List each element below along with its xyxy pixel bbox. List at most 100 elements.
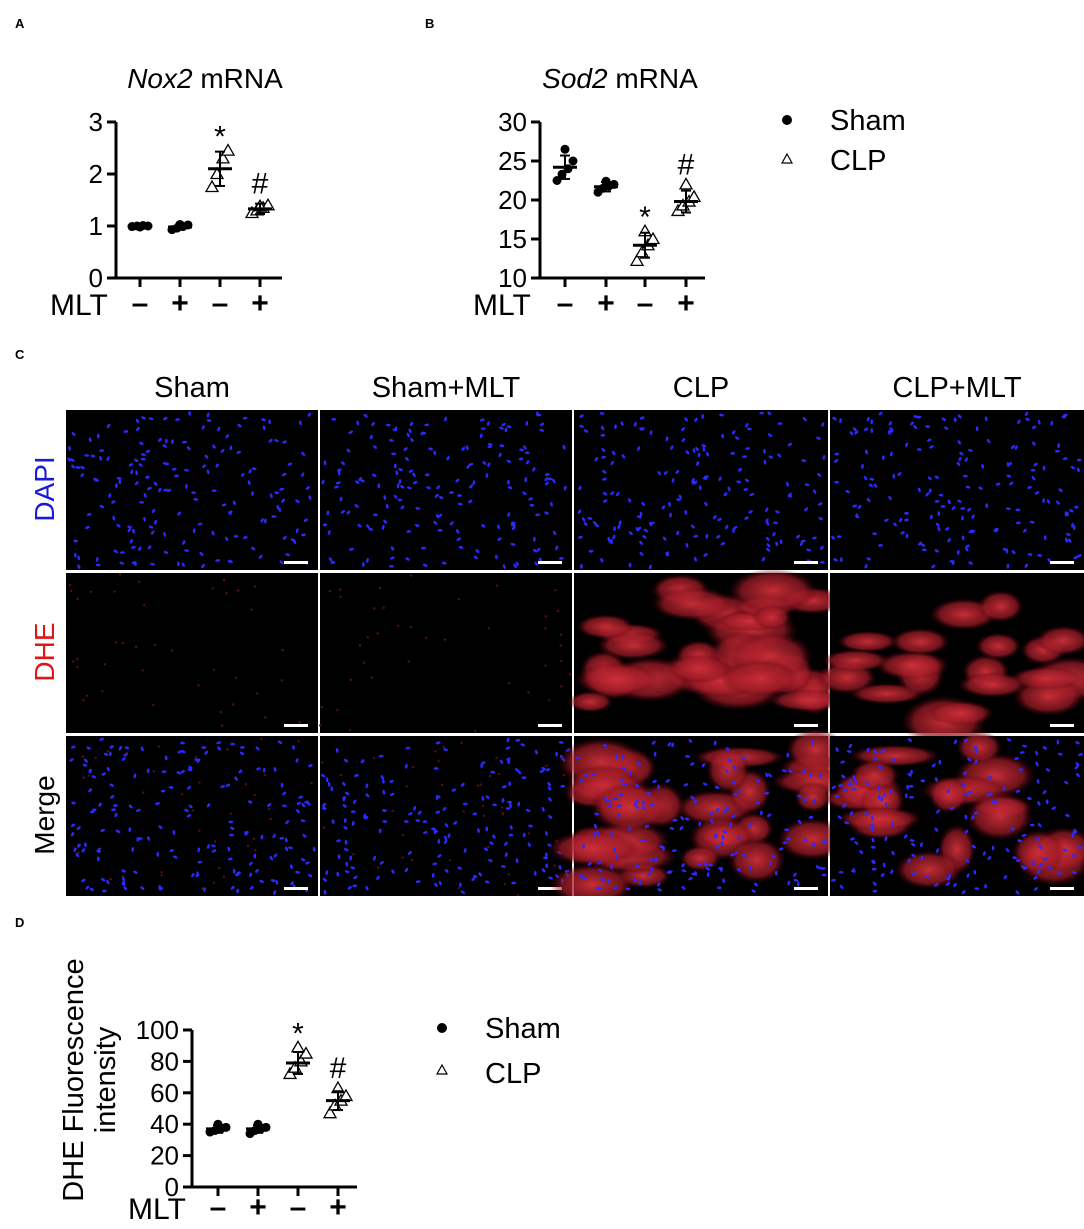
nucleus: [127, 525, 132, 529]
nucleus: [925, 492, 930, 497]
dhe-speck: [252, 837, 256, 840]
dhe-speck: [321, 761, 324, 764]
nucleus: [325, 870, 329, 876]
dhe-speck: [234, 676, 238, 680]
nucleus: [702, 446, 706, 452]
nucleus: [77, 564, 81, 569]
nucleus: [510, 542, 516, 546]
nucleus: [485, 473, 489, 478]
y-tick-label: 2: [89, 159, 103, 189]
nucleus: [706, 872, 710, 877]
nucleus: [934, 500, 940, 503]
nucleus: [738, 788, 743, 793]
nucleus: [177, 511, 182, 516]
nucleus: [146, 768, 150, 774]
nucleus: [344, 870, 350, 874]
nucleus: [382, 809, 387, 812]
nucleus: [1023, 528, 1027, 533]
nucleus: [274, 491, 280, 495]
nucleus: [321, 479, 325, 485]
nucleus: [156, 852, 160, 857]
nucleus: [173, 855, 178, 859]
nucleus: [481, 796, 485, 801]
dhe-speck: [339, 588, 342, 591]
nucleus: [382, 820, 388, 823]
nucleus: [96, 850, 102, 853]
nucleus: [872, 889, 878, 893]
nucleus: [732, 430, 736, 435]
dhe-speck: [378, 586, 382, 590]
nucleus: [422, 820, 428, 823]
nucleus: [1005, 548, 1009, 554]
nucleus: [158, 487, 162, 493]
dhe-speck: [489, 774, 492, 778]
dhe-speck: [197, 684, 200, 687]
nucleus: [461, 446, 466, 451]
dhe-speck: [553, 864, 556, 867]
nucleus: [720, 841, 724, 847]
nucleus: [345, 861, 349, 867]
scale-bar: [538, 561, 562, 564]
clp-legend-marker: [435, 1063, 449, 1075]
dhe-speck: [339, 595, 342, 599]
nucleus: [775, 541, 779, 547]
nucleus: [99, 737, 104, 741]
nucleus: [228, 510, 233, 514]
nucleus: [187, 785, 192, 790]
nucleus: [368, 527, 374, 531]
nucleus: [668, 501, 671, 507]
nucleus: [583, 429, 589, 433]
nucleus: [455, 529, 460, 534]
nucleus: [872, 881, 877, 886]
nucleus: [737, 467, 742, 472]
nucleus: [424, 423, 430, 427]
nucleus: [68, 445, 71, 451]
nucleus: [891, 850, 895, 856]
dhe-speck: [322, 826, 326, 829]
nucleus: [871, 867, 877, 871]
nucleus: [244, 831, 247, 836]
nucleus: [428, 447, 433, 451]
dhe-speck: [160, 870, 163, 874]
dhe-speck: [103, 663, 106, 666]
nucleus: [587, 861, 592, 866]
dhe-speck: [113, 590, 116, 593]
nucleus: [75, 466, 81, 469]
nucleus: [408, 851, 412, 855]
dhe-speck: [217, 866, 221, 870]
dhe-speck: [71, 660, 75, 663]
nucleus: [301, 533, 306, 537]
nucleus: [282, 440, 287, 444]
nucleus: [433, 829, 438, 835]
nucleus: [931, 763, 936, 768]
y-axis-label-line: DHE Fluorescence: [58, 958, 90, 1201]
nucleus: [446, 455, 450, 461]
nucleus: [505, 746, 511, 750]
nucleus: [925, 875, 930, 879]
nucleus: [130, 469, 134, 475]
nucleus: [1077, 554, 1082, 558]
nucleus: [249, 872, 253, 878]
nucleus: [108, 493, 112, 498]
scale-bar: [794, 561, 818, 564]
nucleus: [86, 513, 92, 516]
nucleus: [337, 854, 341, 860]
nucleus: [725, 806, 731, 810]
nucleus: [889, 451, 893, 457]
nucleus: [457, 502, 463, 506]
nucleus: [698, 485, 702, 491]
nucleus: [934, 827, 939, 832]
nucleus: [334, 485, 339, 489]
nucleus: [601, 447, 606, 452]
dhe-speck: [244, 782, 248, 786]
nucleus: [455, 478, 460, 483]
nucleus: [594, 523, 599, 528]
nucleus: [143, 493, 147, 498]
nucleus: [273, 767, 277, 772]
nucleus: [344, 848, 349, 852]
nucleus: [299, 420, 302, 426]
scale-bar: [284, 561, 308, 564]
significance-star: *: [639, 201, 651, 234]
nucleus: [1076, 458, 1082, 462]
dhe-speck: [114, 641, 118, 644]
